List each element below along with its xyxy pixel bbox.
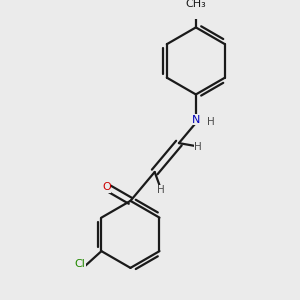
Text: H: H — [194, 142, 202, 152]
Text: H: H — [207, 117, 215, 128]
Text: N: N — [192, 115, 200, 124]
Text: O: O — [102, 182, 111, 192]
Text: Cl: Cl — [74, 259, 85, 269]
Text: H: H — [158, 185, 165, 195]
Text: CH₃: CH₃ — [185, 0, 206, 9]
